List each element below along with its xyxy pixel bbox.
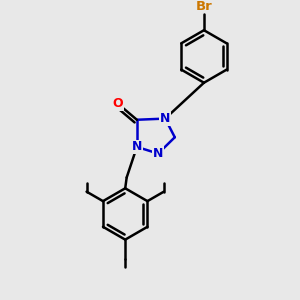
Text: N: N (132, 140, 142, 153)
Text: O: O (112, 97, 123, 110)
Text: N: N (160, 112, 170, 125)
Text: N: N (153, 147, 164, 160)
Text: Br: Br (196, 0, 212, 13)
